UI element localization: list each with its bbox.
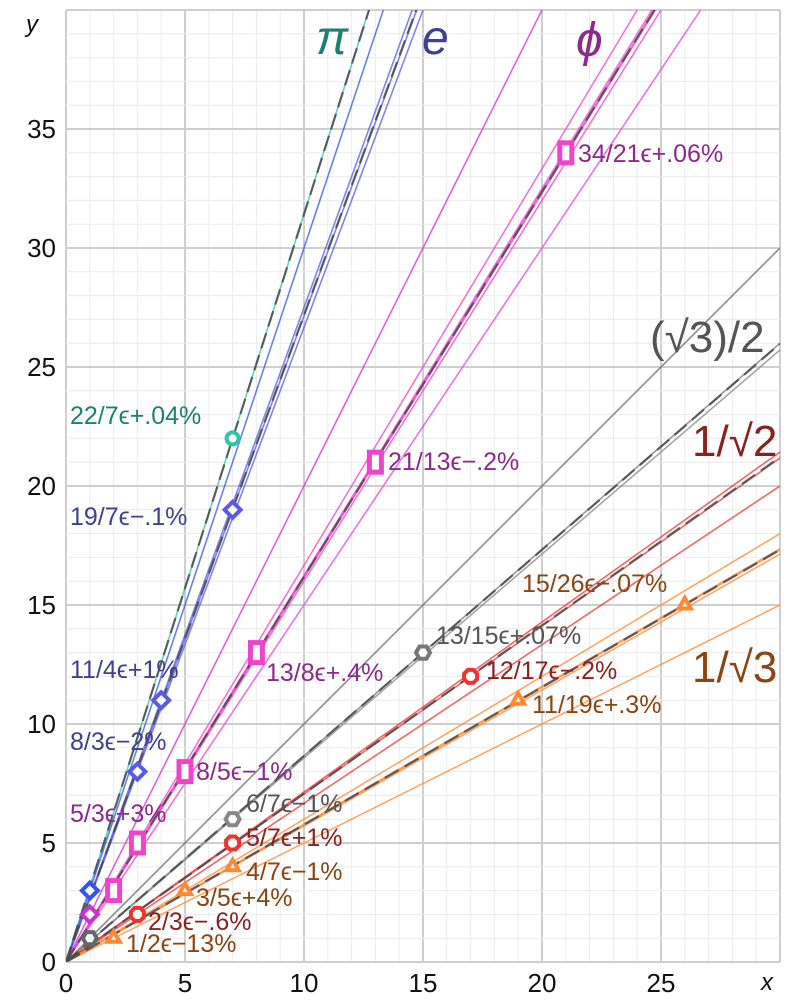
approximation-label: 5/3ϵ+3% [70,800,167,828]
approximation-label: 2/3ϵ−.6% [148,908,251,936]
approximation-markers [78,140,695,947]
approximation-line [66,10,385,962]
constant-label: 1/√3 [692,643,777,692]
approximation-label: 11/19ϵ+.3% [532,691,661,719]
approximation-label: 5/7ϵ+1% [246,824,343,852]
x-tick-label: 20 [528,968,557,998]
constant-line [66,456,780,962]
y-tick-label: 25 [27,352,56,382]
approximation-label: 1/2ϵ−13% [126,930,236,958]
marker-triangle [104,927,124,944]
approximation-label: 6/7ϵ−1% [246,790,343,818]
constant-line [66,10,371,962]
approximation-line [66,247,780,962]
y-tick-label: 15 [27,590,56,620]
approximation-label: 13/8ϵ+.4% [266,659,383,687]
marker-triangle [175,879,195,897]
approximation-line [66,10,414,962]
marker-square [366,449,384,475]
marker-diamond [78,903,101,926]
marker-hexagon [80,930,100,947]
constant-label: e [422,12,449,65]
approximation-label: 3/5ϵ+4% [196,884,293,912]
x-axis-label: x [760,969,774,996]
y-axis-label: y [24,11,40,38]
approximation-label: 13/15ϵ+.07% [436,622,581,650]
approximation-label: 19/7ϵ−.1% [70,503,187,531]
marker-circle [224,430,241,447]
approximation-line [66,10,418,962]
marker-diamond [78,879,101,902]
approximation-label: 4/7ϵ−1% [246,858,343,886]
approximation-label: 22/7ϵ+.04% [70,402,201,430]
y-tick-label: 5 [42,828,56,858]
approximation-labels: 22/7ϵ+.04% 19/7ϵ−.1% 11/4ϵ+1% 8/3ϵ−2% 34/21ϵ… [70,140,723,958]
marker-square [105,878,123,904]
y-tick-label: 0 [42,947,56,977]
x-tick-label: 25 [647,968,676,998]
approximation-line [66,10,543,962]
marker-square [247,640,265,666]
marker-octagon [462,667,480,685]
tick-labels: 0 5 10 15 20 25 0 5 10 15 20 25 30 35 [27,114,675,998]
marker-square [176,759,194,785]
constant-label: (√3)/2 [650,313,765,362]
x-tick-label: 0 [59,968,73,998]
marker-diamond [221,498,244,521]
approximation-label: 8/5ϵ−1% [196,758,293,786]
approximation-label: 15/26ϵ−.07% [522,570,667,598]
y-tick-label: 35 [27,114,56,144]
marker-hexagon [223,811,242,828]
constant-line [66,10,656,962]
approximation-line [66,10,424,962]
marker-diamond [150,689,173,712]
marker-triangle [508,689,528,706]
constant-label: π [316,12,349,65]
constant-label: 1/√2 [692,417,777,466]
marker-octagon [128,905,146,923]
approximation-line [66,604,780,962]
approximation-label: 11/4ϵ+1% [70,656,179,684]
y-tick-label: 30 [27,233,56,263]
marker-hexagon [413,644,433,661]
marker-triangle [223,855,243,873]
marker-octagon [224,834,242,852]
approximation-label: 21/13ϵ−.2% [388,448,519,476]
x-tick-label: 10 [290,968,319,998]
approximation-label: 8/3ϵ−2% [70,728,167,756]
x-tick-label: 5 [178,968,192,998]
approximation-label: 34/21ϵ+.06% [578,140,723,168]
marker-square [557,140,575,166]
y-tick-label: 10 [27,709,56,739]
marker-square [128,830,146,856]
marker-diamond [126,760,149,783]
constant-labels: π e ϕ (√3)/2 1/√2 1/√3 [316,12,777,692]
marker-triangle [675,594,695,611]
y-tick-label: 20 [27,471,56,501]
x-tick-label: 15 [409,968,438,998]
approximation-label: 12/17ϵ−.2% [486,657,617,685]
constant-label: ϕ [576,14,603,67]
